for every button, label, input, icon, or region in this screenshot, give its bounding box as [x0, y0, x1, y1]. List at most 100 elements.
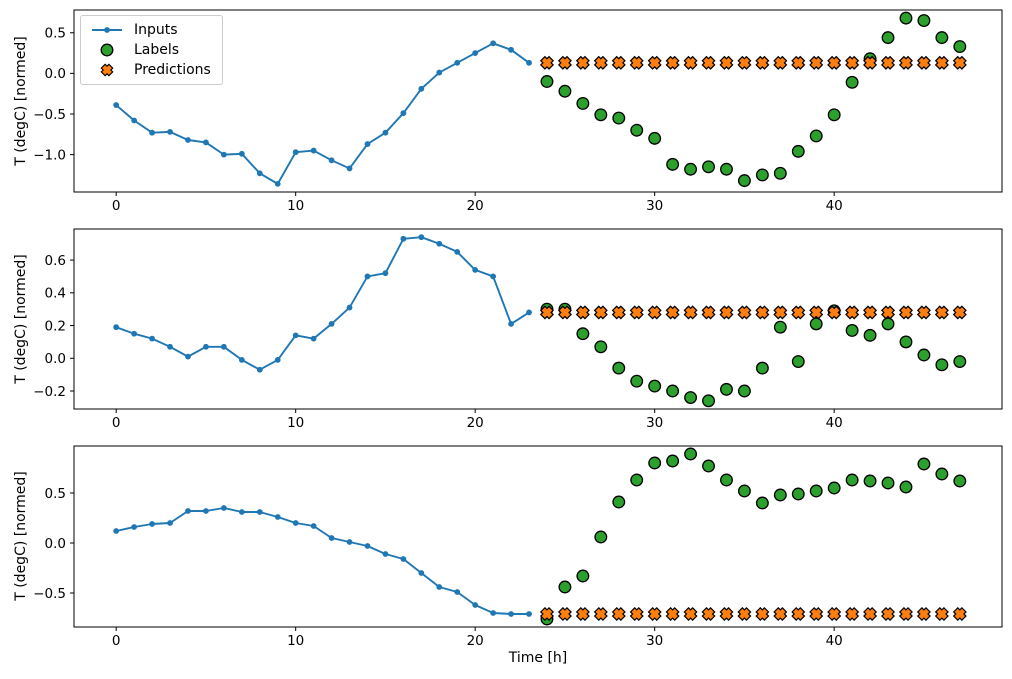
- input-point: [418, 234, 425, 241]
- prediction-point: [575, 55, 590, 70]
- label-point: [809, 484, 823, 498]
- prediction-point: [539, 606, 554, 622]
- input-point: [490, 40, 497, 47]
- x-tick-label: 20: [467, 633, 484, 649]
- label-point: [737, 174, 751, 188]
- label-point: [755, 361, 769, 375]
- inputs-line: [115, 507, 530, 615]
- prediction-point: [611, 55, 626, 70]
- input-point: [346, 165, 353, 172]
- input-point: [203, 343, 209, 350]
- prediction-point: [898, 55, 913, 70]
- axes-box: [73, 228, 1003, 410]
- legend-item-inputs: Inputs: [90, 20, 211, 40]
- axes-box: [73, 445, 1003, 628]
- label-point: [809, 317, 823, 331]
- prediction-point: [952, 305, 967, 320]
- x-tick-label: 30: [646, 415, 663, 431]
- prediction-point: [701, 55, 716, 70]
- label-point: [648, 379, 662, 393]
- prediction-point: [593, 55, 608, 70]
- prediction-point: [611, 606, 626, 622]
- label-point: [576, 569, 590, 583]
- y-tick-label: −1.0: [33, 147, 66, 163]
- input-point: [256, 366, 263, 373]
- input-point: [238, 150, 245, 157]
- prediction-point: [809, 55, 824, 70]
- input-point: [203, 139, 209, 146]
- x-tick-label: 0: [112, 633, 121, 649]
- label-point: [791, 144, 805, 158]
- input-point: [149, 335, 155, 342]
- y-tick-label: 0.2: [45, 318, 66, 334]
- prediction-point: [916, 606, 931, 622]
- label-point: [594, 530, 608, 544]
- input-point: [364, 273, 371, 280]
- label-point: [773, 320, 787, 334]
- prediction-point: [683, 55, 698, 70]
- input-point: [382, 129, 389, 136]
- x-tick-label: 40: [826, 415, 843, 431]
- x-tick-label: 30: [646, 198, 663, 214]
- label-point: [684, 447, 698, 461]
- prediction-point: [880, 606, 896, 622]
- input-point: [526, 309, 532, 316]
- inputs-line: [115, 42, 530, 185]
- y-tick-label: −0.2: [33, 384, 66, 400]
- input-point: [400, 235, 407, 242]
- inputs-line-dot-marker-icon: [92, 27, 122, 33]
- y-tick-label: −0.5: [33, 586, 66, 602]
- prediction-point: [827, 55, 842, 70]
- prediction-point: [773, 55, 788, 70]
- label-point: [899, 11, 913, 25]
- prediction-point: [593, 305, 608, 320]
- input-point: [490, 273, 497, 280]
- y-tick-label: −0.5: [33, 107, 66, 123]
- label-point: [809, 129, 823, 143]
- label-point: [684, 391, 698, 404]
- input-point: [472, 267, 479, 273]
- legend-label-inputs: Inputs: [134, 22, 178, 38]
- input-point: [436, 69, 443, 76]
- input-point: [508, 321, 514, 327]
- input-point: [310, 335, 317, 342]
- input-point: [346, 539, 353, 545]
- prediction-point: [737, 305, 752, 320]
- label-point: [720, 162, 733, 176]
- prediction-point: [665, 305, 680, 320]
- x-tick-label: 40: [826, 198, 843, 214]
- y-axis-label-subplot-2: T (degC) [normed]: [13, 254, 29, 384]
- prediction-point: [809, 606, 824, 622]
- label-point: [827, 481, 841, 495]
- label-point: [630, 473, 644, 487]
- input-point: [185, 353, 191, 360]
- prediction-point: [665, 606, 680, 622]
- input-point: [149, 129, 155, 136]
- input-point: [382, 270, 389, 277]
- prediction-point: [898, 606, 913, 622]
- subplot-3: 0 10 20 30 40 0.5 0.0 −0.5: [33, 445, 1003, 649]
- prediction-point: [827, 305, 842, 320]
- prediction-point: [863, 55, 878, 70]
- label-point: [612, 111, 626, 125]
- label-point: [666, 384, 680, 398]
- prediction-point: [557, 55, 572, 70]
- label-point: [755, 168, 769, 182]
- prediction-point: [880, 55, 896, 70]
- x-tick-label: 20: [467, 415, 484, 431]
- label-point: [917, 348, 931, 362]
- label-point: [755, 496, 769, 510]
- input-point: [220, 151, 227, 158]
- input-point: [310, 523, 317, 529]
- input-point: [526, 611, 532, 617]
- input-point: [113, 528, 120, 534]
- subplot-2: 0 10 20 30 40 0.6 0.4 0.2 0.0 −0.2: [33, 228, 1003, 431]
- label-point: [773, 488, 787, 502]
- input-point: [292, 520, 299, 526]
- prediction-point: [665, 55, 680, 70]
- prediction-point: [791, 305, 806, 320]
- prediction-point: [701, 305, 716, 320]
- label-point: [845, 473, 859, 487]
- label-point: [899, 480, 913, 494]
